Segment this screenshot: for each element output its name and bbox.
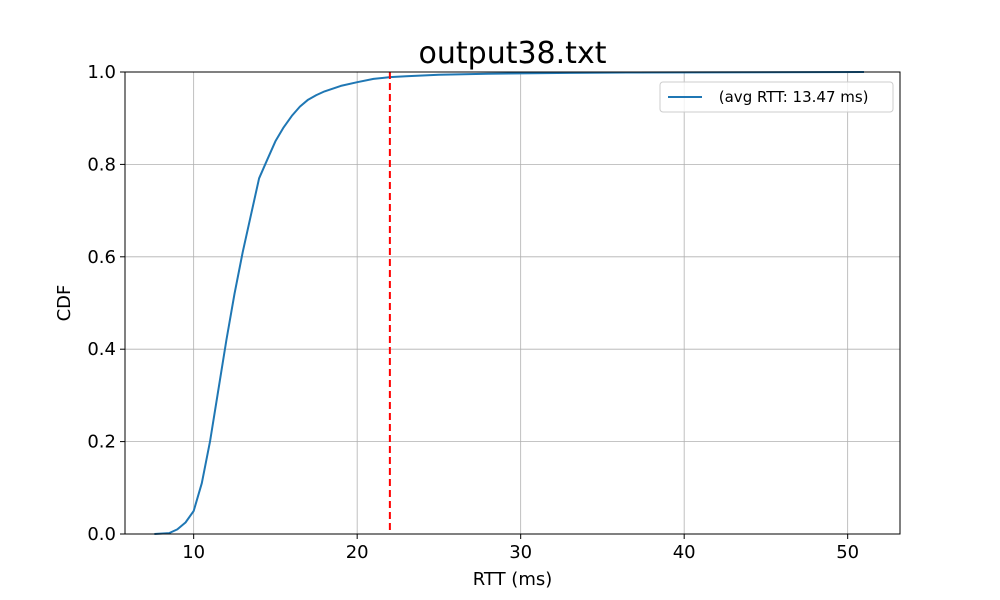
axis-ticks: 10 20 30 40 50 0.0 0.2 0.4 0.6 0.8 1.0 bbox=[87, 62, 859, 563]
x-axis-label: RTT (ms) bbox=[473, 569, 553, 590]
legend-box bbox=[659, 81, 894, 113]
series-layer bbox=[154, 71, 865, 535]
legend: (avg RTT: 13.47 ms) bbox=[659, 81, 894, 113]
cdf-series-line bbox=[154, 71, 865, 535]
y-tick-label: 0.4 bbox=[87, 339, 116, 360]
chart-title: output38.txt bbox=[419, 36, 607, 71]
legend-label: (avg RTT: 13.47 ms) bbox=[714, 88, 869, 106]
y-axis-label: CDF bbox=[54, 285, 75, 322]
x-tick-label: 20 bbox=[346, 542, 369, 563]
y-tick-label: 0.8 bbox=[87, 154, 116, 175]
y-tick-label: 1.0 bbox=[87, 62, 116, 83]
x-tick-label: 40 bbox=[673, 542, 696, 563]
x-tick-label: 30 bbox=[509, 542, 532, 563]
y-tick-label: 0.0 bbox=[87, 524, 116, 545]
plot-frame bbox=[124, 71, 901, 535]
x-tick-label: 10 bbox=[182, 542, 205, 563]
x-tick-label: 50 bbox=[836, 542, 859, 563]
grid bbox=[125, 71, 900, 535]
y-tick-label: 0.6 bbox=[87, 247, 116, 268]
y-tick-label: 0.2 bbox=[87, 432, 116, 453]
